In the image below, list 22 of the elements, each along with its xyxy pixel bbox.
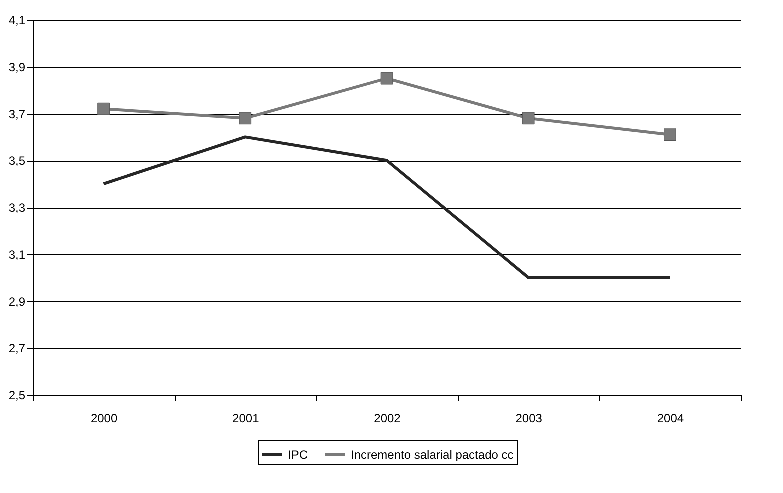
y-tick-label: 3,1 [8, 248, 26, 262]
y-tick-label: 3,7 [8, 107, 26, 122]
point [380, 72, 394, 85]
legend-label: Incremento salarial pactado cc [351, 448, 514, 462]
y-tick-label: 2,9 [8, 294, 26, 309]
y-tick-label: 2,5 [8, 388, 26, 402]
legend-label: IPC [288, 448, 308, 462]
x-tick-label: 2001 [232, 412, 260, 426]
y-tick-label: 3,9 [8, 60, 26, 74]
x-tick-label: 2000 [90, 412, 118, 426]
x-tick-label: 2002 [374, 412, 402, 426]
x-tick-label: 2004 [657, 412, 684, 426]
y-tick-label: 3,5 [8, 154, 26, 168]
y-tick-label: 2,7 [8, 342, 26, 356]
x-tick-label: 2003 [516, 412, 543, 426]
point [664, 128, 676, 142]
point [239, 112, 252, 125]
y-tick-label: 4,1 [8, 14, 26, 28]
y-tick-label: 3,3 [8, 201, 26, 215]
point [522, 112, 535, 125]
point [98, 102, 110, 116]
line-series [102, 136, 672, 280]
